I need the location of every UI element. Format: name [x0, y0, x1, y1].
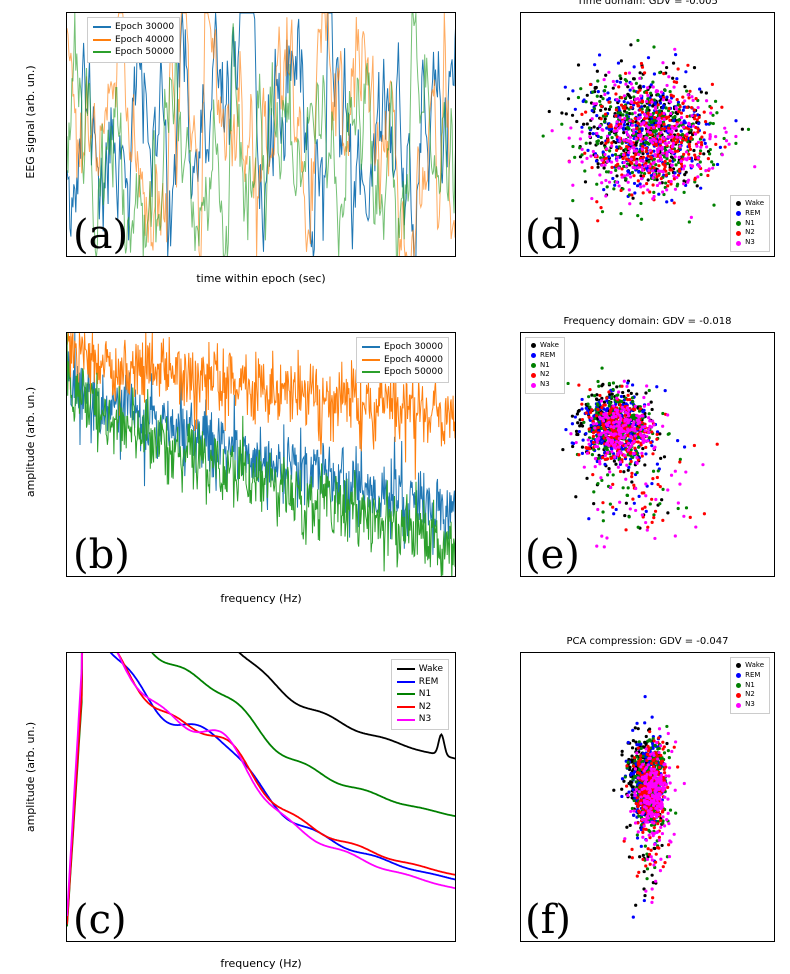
legend-item: N1	[397, 688, 443, 701]
panel-a-plot: 01234-1.00-0.75-0.50-0.250.000.250.500.7…	[66, 12, 456, 257]
panel-d-legend: WakeREMN1N2N3	[730, 195, 770, 252]
panel-f-plot: WakeREMN1N2N3 (f)	[520, 652, 775, 942]
panel-c: 05101520253010¹10² WakeREMN1N2N3 (c) fre…	[66, 652, 456, 942]
panel-b-legend: Epoch 30000Epoch 40000Epoch 50000	[356, 337, 449, 383]
panel-a-xlabel: time within epoch (sec)	[66, 272, 456, 285]
legend-item: N2	[736, 228, 764, 238]
legend-item: Wake	[397, 663, 443, 676]
legend-item: N2	[531, 370, 559, 380]
panel-c-legend: WakeREMN1N2N3	[391, 659, 449, 730]
panel-a-legend: Epoch 30000Epoch 40000Epoch 50000	[87, 17, 180, 63]
legend-item: N2	[736, 690, 764, 700]
panel-c-ylabel: amplitude (arb. un.)	[24, 677, 37, 877]
legend-item: N1	[531, 361, 559, 371]
legend-item: N1	[736, 681, 764, 691]
panel-e-plot: WakeREMN1N2N3 (e)	[520, 332, 775, 577]
legend-item: REM	[736, 209, 764, 219]
legend-item: REM	[397, 676, 443, 689]
legend-item: REM	[736, 671, 764, 681]
panel-b-ylabel: amplitude (arb. un.)	[24, 352, 37, 532]
panel-e-legend: WakeREMN1N2N3	[525, 337, 565, 394]
panel-b-xlabel: frequency (Hz)	[66, 592, 456, 605]
legend-item: N3	[397, 713, 443, 726]
legend-item: Epoch 50000	[362, 366, 443, 379]
legend-item: Epoch 30000	[93, 21, 174, 34]
panel-e: Frequency domain: GDV = -0.018 WakeREMN1…	[520, 332, 775, 577]
legend-item: Epoch 30000	[362, 341, 443, 354]
panel-f-title: PCA compression: GDV = -0.047	[520, 636, 775, 647]
panel-f: PCA compression: GDV = -0.047 WakeREMN1N…	[520, 652, 775, 942]
legend-item: Epoch 40000	[362, 354, 443, 367]
legend-item: Epoch 40000	[93, 34, 174, 47]
legend-item: REM	[531, 351, 559, 361]
panel-a: 01234-1.00-0.75-0.50-0.250.000.250.500.7…	[66, 12, 456, 257]
figure: 01234-1.00-0.75-0.50-0.250.000.250.500.7…	[0, 0, 790, 974]
legend-item: N3	[736, 238, 764, 248]
legend-item: N3	[736, 700, 764, 710]
panel-e-title: Frequency domain: GDV = -0.018	[520, 316, 775, 327]
legend-item: N3	[531, 380, 559, 390]
panel-c-plot: 05101520253010¹10² WakeREMN1N2N3 (c)	[66, 652, 456, 942]
panel-a-ylabel: EEG signal (arb. un.)	[24, 32, 37, 212]
panel-d-plot: WakeREMN1N2N3 (d)	[520, 12, 775, 257]
legend-item: N2	[397, 701, 443, 714]
panel-d: Time domain: GDV = -0.005 WakeREMN1N2N3 …	[520, 12, 775, 257]
legend-item: Wake	[531, 341, 559, 351]
panel-b: 05101520253010⁰10¹10²10³ Epoch 30000Epoc…	[66, 332, 456, 577]
legend-item: Wake	[736, 199, 764, 209]
legend-item: Wake	[736, 661, 764, 671]
panel-f-legend: WakeREMN1N2N3	[730, 657, 770, 714]
panel-d-title: Time domain: GDV = -0.005	[520, 0, 775, 7]
panel-c-xlabel: frequency (Hz)	[66, 957, 456, 970]
legend-item: N1	[736, 219, 764, 229]
panel-b-plot: 05101520253010⁰10¹10²10³ Epoch 30000Epoc…	[66, 332, 456, 577]
legend-item: Epoch 50000	[93, 46, 174, 59]
